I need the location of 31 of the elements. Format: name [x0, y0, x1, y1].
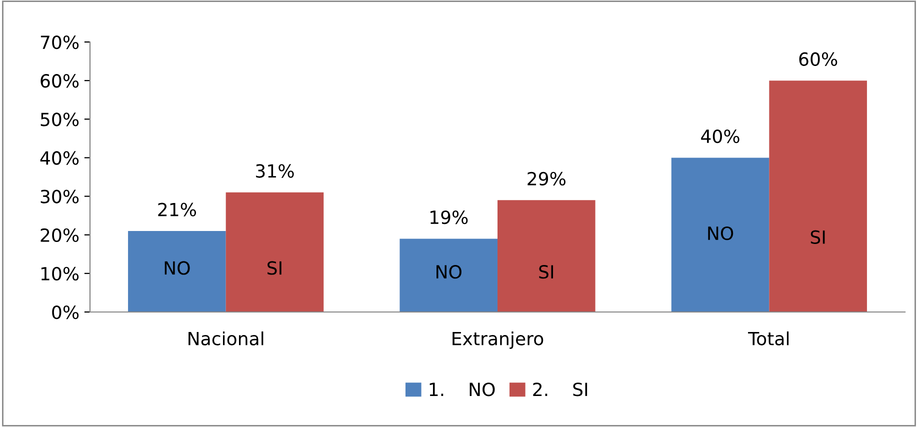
bar	[498, 200, 596, 312]
data-label: 31%	[256, 164, 294, 178]
annotation: SI	[810, 230, 825, 244]
bar	[226, 192, 324, 312]
bar	[671, 158, 770, 312]
y-tick-label: 20%	[40, 228, 79, 242]
bar	[400, 238, 498, 312]
data-label: 60%	[799, 52, 838, 66]
annotation: NO	[164, 261, 190, 275]
annotation: SI	[268, 261, 282, 275]
x-tick-label: Total	[748, 331, 789, 346]
x-tick-label: Nacional	[188, 331, 264, 346]
y-tick-label: 30%	[40, 190, 79, 204]
annotation: NO	[708, 226, 734, 240]
y-tick-label: 0%	[52, 305, 79, 320]
y-tick-label: 60%	[40, 74, 79, 88]
legend-label: 1. NO	[430, 382, 495, 396]
y-tick-label: 70%	[40, 35, 79, 50]
data-label: 19%	[430, 210, 468, 224]
bar	[769, 80, 867, 312]
y-tick-label: 10%	[41, 266, 79, 281]
x-tick-label: Extranjero	[452, 331, 544, 349]
y-tick-label: 50%	[40, 112, 79, 126]
bar	[128, 231, 226, 312]
annotation: SI	[539, 265, 554, 279]
y-tick-label: 40%	[40, 151, 79, 165]
data-label: 21%	[158, 202, 196, 216]
legend-label: 2. SI	[533, 382, 588, 396]
data-label: 29%	[528, 172, 566, 186]
data-label: 40%	[701, 129, 740, 144]
annotation: NO	[436, 265, 462, 279]
